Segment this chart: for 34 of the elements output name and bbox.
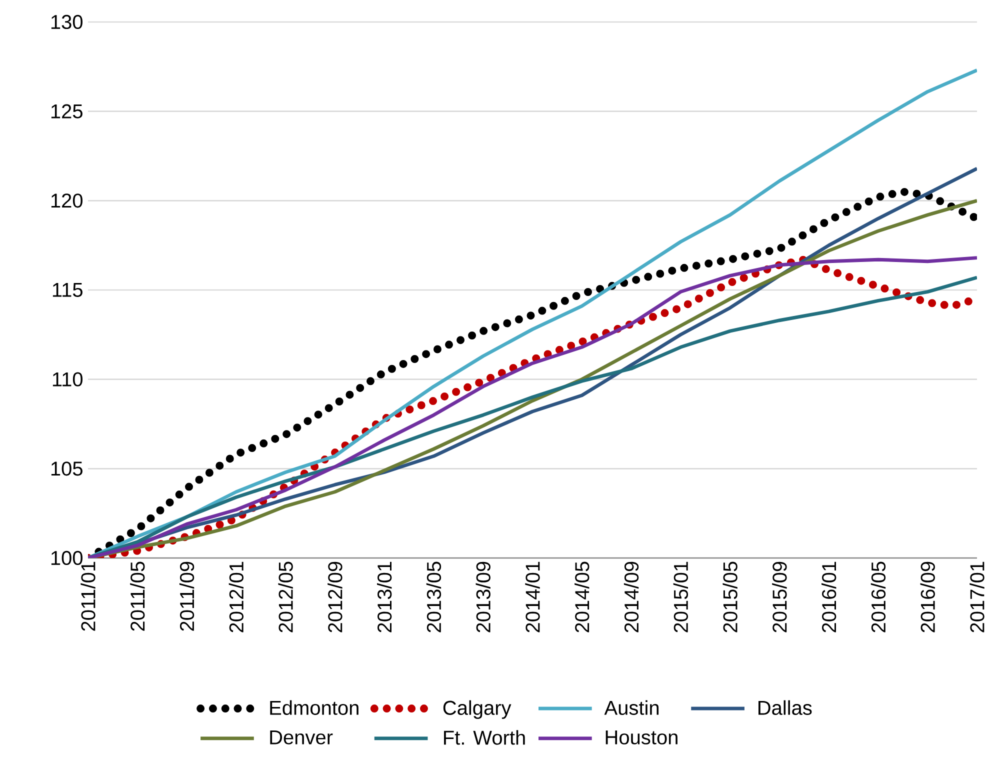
x-tick-label: 2014/01 bbox=[525, 562, 540, 632]
y-tick-label: 120 bbox=[51, 194, 82, 208]
y-tick-label: 100 bbox=[51, 550, 82, 566]
x-tick-label: 2011/09 bbox=[179, 562, 194, 631]
legend-label: Dallas bbox=[758, 700, 812, 715]
x-tick-label: 2016/01 bbox=[821, 562, 836, 632]
y-tick-label: 115 bbox=[52, 283, 82, 297]
x-tick-label: 2012/05 bbox=[278, 562, 293, 632]
x-tick-label: 2015/01 bbox=[673, 562, 688, 632]
x-tick-label: 2015/05 bbox=[722, 562, 738, 632]
x-tick-label: 2015/09 bbox=[772, 562, 787, 632]
x-tick-label: 2017/01 bbox=[970, 562, 984, 632]
y-tick-label: 125 bbox=[51, 104, 82, 118]
x-tick-label: 2012/09 bbox=[328, 562, 342, 632]
legend-label: Houston bbox=[606, 730, 678, 744]
y-tick-label: 110 bbox=[52, 372, 82, 386]
x-tick-label: 2011/01 bbox=[80, 562, 96, 631]
x-tick-label: 2014/09 bbox=[624, 562, 639, 632]
x-tick-label: 2016/09 bbox=[920, 562, 935, 632]
y-tick-label: 130 bbox=[51, 14, 82, 30]
line-series bbox=[88, 68, 978, 558]
x-tick-label: 2013/09 bbox=[476, 562, 490, 632]
legend-label: Ft. Worth bbox=[444, 730, 525, 745]
legend-label: Calgary bbox=[443, 700, 512, 719]
x-tick-label: 2013/05 bbox=[426, 562, 442, 632]
y-tick-label: 105 bbox=[51, 462, 82, 476]
legend-label: Denver bbox=[270, 730, 333, 744]
x-tick-label: 2013/01 bbox=[376, 562, 392, 632]
x-tick-label: 2016/05 bbox=[870, 562, 886, 632]
x-tick-label: 2012/01 bbox=[228, 562, 244, 632]
x-tick-label: 2014/05 bbox=[574, 562, 590, 632]
legend-label: Edmonton bbox=[270, 700, 358, 715]
legend-label: Austin bbox=[604, 700, 659, 715]
x-tick-label: 2011/05 bbox=[130, 562, 145, 631]
